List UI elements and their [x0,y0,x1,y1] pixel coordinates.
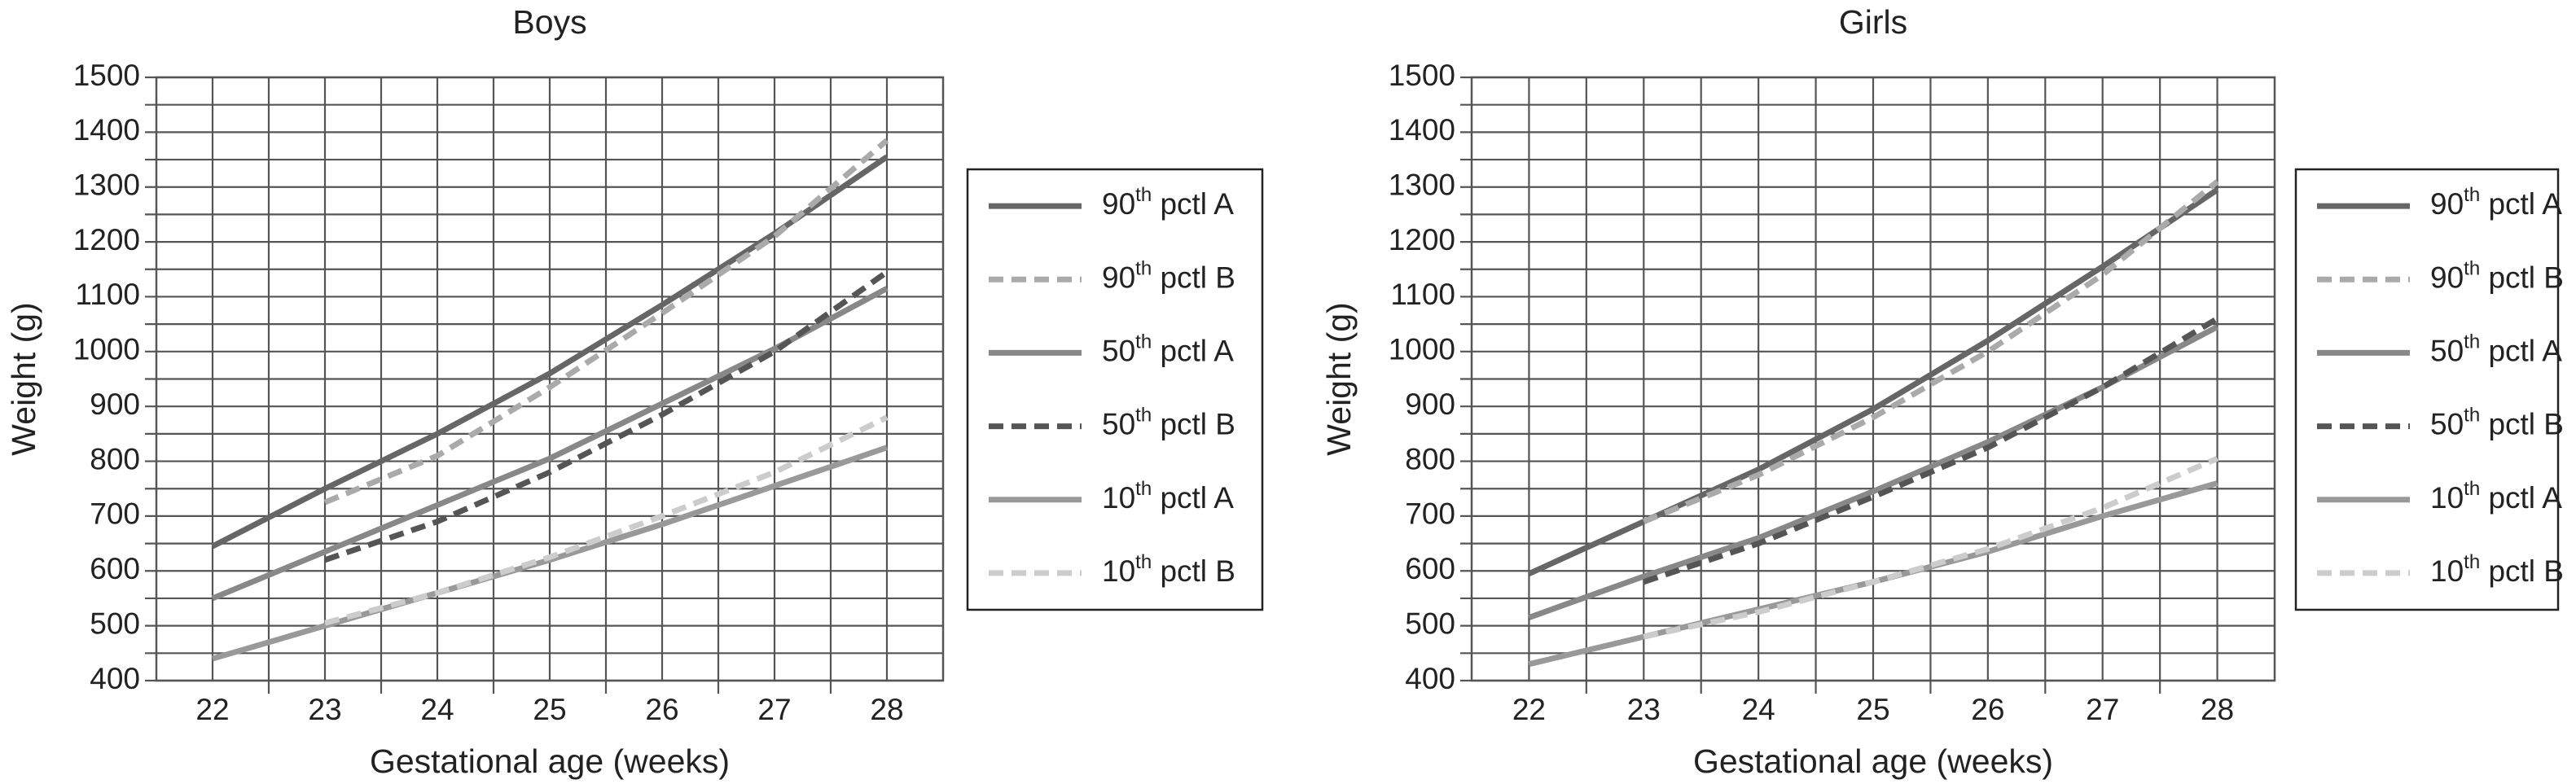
legend-label: 90th pctl B [1102,258,1235,294]
legend-box [2294,168,2560,611]
x-tick-label: 23 [1627,693,1661,726]
legend-box [966,168,1264,611]
series-line [211,286,889,602]
x-tick-label: 28 [2201,693,2234,726]
legend-label: 90th pctl A [2430,184,2562,220]
x-tick-label: 22 [1512,693,1546,726]
series-line [323,138,889,506]
legend-label: 10th pctl B [2430,551,2564,587]
y-tick-label: 1400 [73,113,140,147]
legend-label: 50th pctl B [2430,405,2564,440]
series-line [1643,316,2219,585]
x-tick-label: 26 [1971,693,2004,726]
y-tick-label: 600 [1405,552,1455,585]
y-tick-label: 900 [1405,388,1455,421]
legend-label: 50th pctl A [2430,331,2562,367]
y-tick-label: 1100 [75,278,140,311]
x-axis-label: Gestational age (weeks) [370,742,730,780]
y-tick-label: 1500 [73,59,140,92]
series-line [324,414,889,626]
x-tick-label: 26 [645,693,678,726]
y-axis-label: Weight (g) [5,302,42,455]
legend-label: 90th pctl A [1102,184,1234,220]
legend-label: 10th pctl A [1102,478,1234,514]
y-tick-label: 1200 [1389,223,1455,256]
legend-label: 90th pctl B [2430,258,2564,294]
y-axis-label: Weight (g) [1320,302,1358,455]
x-tick-label: 22 [195,693,229,726]
y-tick-label: 800 [90,442,140,475]
legend-label: 10th pctl A [2430,478,2562,514]
y-tick-label: 1300 [1389,169,1455,202]
x-axis-label: Gestational age (weeks) [1693,742,2053,780]
y-tick-label: 400 [1405,662,1455,695]
plot-frame [155,76,945,682]
x-tick-label: 28 [870,693,903,726]
y-tick-label: 1000 [1389,333,1455,366]
y-tick-label: 1000 [73,333,140,366]
x-tick-label: 27 [757,693,791,726]
legend-label: 10th pctl B [1102,551,1235,587]
y-tick-label: 700 [1405,497,1455,531]
series-line [1528,324,2219,620]
x-tick-label: 24 [420,693,454,726]
series-line [1643,455,2218,640]
y-tick-label: 800 [1405,442,1455,475]
y-tick-label: 900 [90,388,140,421]
legend-label: 50th pctl B [1102,405,1235,440]
x-tick-label: 25 [533,693,566,726]
y-tick-label: 500 [90,607,140,640]
x-tick-label: 24 [1742,693,1775,726]
x-tick-label: 25 [1856,693,1889,726]
y-tick-label: 1100 [1390,278,1455,311]
y-tick-label: 400 [90,662,140,695]
plot-frame [1470,76,2276,682]
x-tick-label: 27 [2086,693,2119,726]
chart-title: Girls [1839,3,1907,41]
chart-title: Boys [512,3,586,41]
series-line [1642,179,2219,524]
x-tick-label: 23 [308,693,341,726]
y-tick-label: 600 [90,552,140,585]
y-tick-label: 500 [1405,607,1455,640]
y-tick-label: 1500 [1389,59,1455,92]
y-tick-label: 700 [90,497,140,531]
y-tick-label: 1400 [1389,113,1455,147]
legend-label: 50th pctl A [1102,331,1234,367]
y-tick-label: 1200 [73,223,140,256]
series-line [323,269,889,563]
y-tick-label: 1300 [73,169,140,202]
